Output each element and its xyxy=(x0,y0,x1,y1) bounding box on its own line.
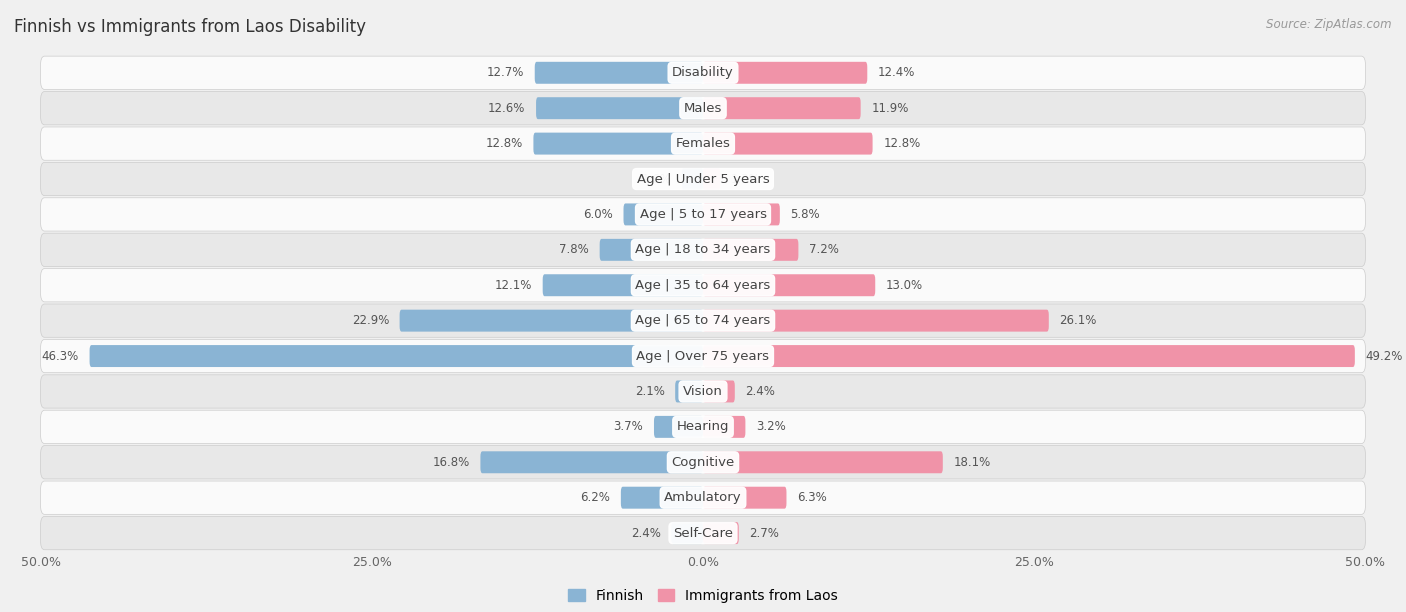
FancyBboxPatch shape xyxy=(703,274,875,296)
FancyBboxPatch shape xyxy=(703,168,720,190)
Text: 11.9%: 11.9% xyxy=(872,102,908,114)
Text: 12.6%: 12.6% xyxy=(488,102,526,114)
FancyBboxPatch shape xyxy=(703,451,943,473)
FancyBboxPatch shape xyxy=(41,375,1365,408)
FancyBboxPatch shape xyxy=(481,451,703,473)
FancyBboxPatch shape xyxy=(621,487,703,509)
FancyBboxPatch shape xyxy=(536,97,703,119)
Text: Age | Under 5 years: Age | Under 5 years xyxy=(637,173,769,185)
Text: Males: Males xyxy=(683,102,723,114)
FancyBboxPatch shape xyxy=(41,410,1365,444)
FancyBboxPatch shape xyxy=(623,203,703,225)
Text: 18.1%: 18.1% xyxy=(953,456,991,469)
FancyBboxPatch shape xyxy=(90,345,703,367)
FancyBboxPatch shape xyxy=(703,381,735,403)
FancyBboxPatch shape xyxy=(41,340,1365,373)
FancyBboxPatch shape xyxy=(41,446,1365,479)
FancyBboxPatch shape xyxy=(703,487,786,509)
FancyBboxPatch shape xyxy=(41,198,1365,231)
FancyBboxPatch shape xyxy=(41,92,1365,125)
Text: Age | 65 to 74 years: Age | 65 to 74 years xyxy=(636,314,770,327)
FancyBboxPatch shape xyxy=(703,522,738,544)
Text: 26.1%: 26.1% xyxy=(1059,314,1097,327)
FancyBboxPatch shape xyxy=(534,62,703,84)
Text: Finnish vs Immigrants from Laos Disability: Finnish vs Immigrants from Laos Disabili… xyxy=(14,18,366,36)
Text: Females: Females xyxy=(675,137,731,150)
Text: Age | 35 to 64 years: Age | 35 to 64 years xyxy=(636,278,770,292)
Text: 6.0%: 6.0% xyxy=(583,208,613,221)
Text: 16.8%: 16.8% xyxy=(433,456,470,469)
Text: Vision: Vision xyxy=(683,385,723,398)
FancyBboxPatch shape xyxy=(703,97,860,119)
Legend: Finnish, Immigrants from Laos: Finnish, Immigrants from Laos xyxy=(562,583,844,608)
Text: 2.7%: 2.7% xyxy=(749,526,779,540)
Text: 2.4%: 2.4% xyxy=(631,526,661,540)
Text: 6.2%: 6.2% xyxy=(581,491,610,504)
Text: 3.2%: 3.2% xyxy=(756,420,786,433)
Text: Ambulatory: Ambulatory xyxy=(664,491,742,504)
FancyBboxPatch shape xyxy=(41,56,1365,89)
Text: 12.8%: 12.8% xyxy=(883,137,921,150)
Text: 2.4%: 2.4% xyxy=(745,385,775,398)
FancyBboxPatch shape xyxy=(41,269,1365,302)
Text: 7.8%: 7.8% xyxy=(560,244,589,256)
FancyBboxPatch shape xyxy=(703,416,745,438)
Text: 5.8%: 5.8% xyxy=(790,208,820,221)
Text: 22.9%: 22.9% xyxy=(352,314,389,327)
Text: Age | 5 to 17 years: Age | 5 to 17 years xyxy=(640,208,766,221)
Text: 13.0%: 13.0% xyxy=(886,278,922,292)
Text: 12.4%: 12.4% xyxy=(877,66,915,80)
Text: 6.3%: 6.3% xyxy=(797,491,827,504)
FancyBboxPatch shape xyxy=(703,133,873,155)
FancyBboxPatch shape xyxy=(41,481,1365,514)
Text: 3.7%: 3.7% xyxy=(613,420,644,433)
Text: Age | Over 75 years: Age | Over 75 years xyxy=(637,349,769,362)
Text: 49.2%: 49.2% xyxy=(1365,349,1403,362)
FancyBboxPatch shape xyxy=(703,310,1049,332)
Text: Disability: Disability xyxy=(672,66,734,80)
FancyBboxPatch shape xyxy=(703,203,780,225)
Text: 1.3%: 1.3% xyxy=(731,173,761,185)
Text: Age | 18 to 34 years: Age | 18 to 34 years xyxy=(636,244,770,256)
FancyBboxPatch shape xyxy=(399,310,703,332)
Text: 1.6%: 1.6% xyxy=(641,173,671,185)
FancyBboxPatch shape xyxy=(675,381,703,403)
Text: 12.7%: 12.7% xyxy=(486,66,524,80)
FancyBboxPatch shape xyxy=(703,62,868,84)
Text: 12.1%: 12.1% xyxy=(495,278,531,292)
FancyBboxPatch shape xyxy=(654,416,703,438)
FancyBboxPatch shape xyxy=(533,133,703,155)
Text: 12.8%: 12.8% xyxy=(485,137,523,150)
Text: 46.3%: 46.3% xyxy=(42,349,79,362)
Text: 2.1%: 2.1% xyxy=(634,385,665,398)
FancyBboxPatch shape xyxy=(682,168,703,190)
Text: Source: ZipAtlas.com: Source: ZipAtlas.com xyxy=(1267,18,1392,31)
FancyBboxPatch shape xyxy=(41,233,1365,266)
FancyBboxPatch shape xyxy=(41,517,1365,550)
FancyBboxPatch shape xyxy=(41,127,1365,160)
FancyBboxPatch shape xyxy=(703,345,1355,367)
Text: 7.2%: 7.2% xyxy=(808,244,839,256)
FancyBboxPatch shape xyxy=(543,274,703,296)
Text: Self-Care: Self-Care xyxy=(673,526,733,540)
FancyBboxPatch shape xyxy=(41,162,1365,196)
FancyBboxPatch shape xyxy=(703,239,799,261)
FancyBboxPatch shape xyxy=(671,522,703,544)
FancyBboxPatch shape xyxy=(41,304,1365,337)
Text: Cognitive: Cognitive xyxy=(672,456,734,469)
FancyBboxPatch shape xyxy=(599,239,703,261)
Text: Hearing: Hearing xyxy=(676,420,730,433)
